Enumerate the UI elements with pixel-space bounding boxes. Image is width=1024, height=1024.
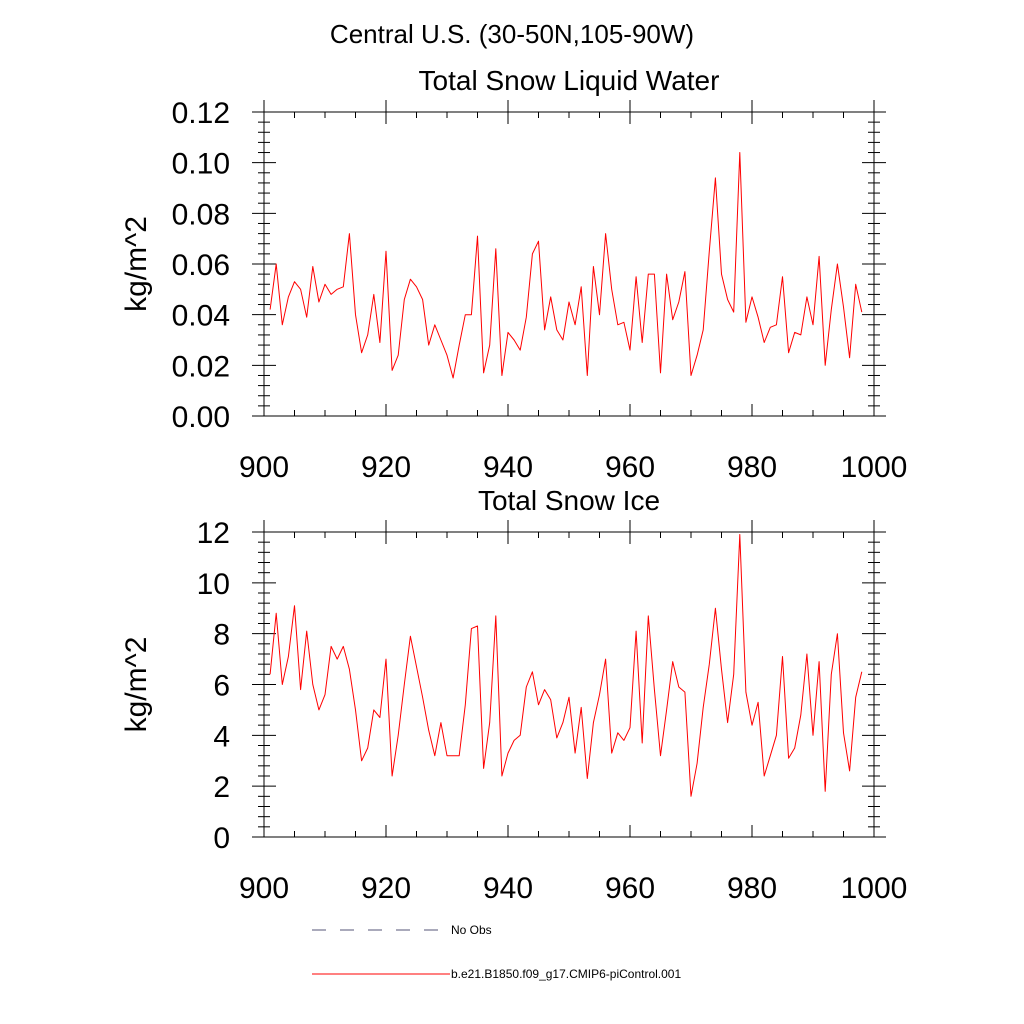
legend-label-no-obs: No Obs <box>451 923 492 937</box>
y-tick-label: 0.06 <box>172 249 230 282</box>
x-tick-label: 900 <box>239 872 289 905</box>
x-tick-label: 920 <box>361 451 411 484</box>
chart-title: Total Snow Liquid Water <box>419 65 720 96</box>
y-tick-label: 0.04 <box>172 300 230 333</box>
y-tick-label: 0.02 <box>172 350 230 383</box>
y-tick-label: 6 <box>213 670 230 703</box>
chart-title: Total Snow Ice <box>478 485 660 516</box>
y-tick-label: 4 <box>213 720 230 753</box>
series-line <box>269 152 863 379</box>
legend: No Obs b.e21.B1850.f09_g17.CMIP6-piContr… <box>312 923 681 981</box>
x-tick-label: 920 <box>361 872 411 905</box>
y-tick-label: 8 <box>213 619 230 652</box>
x-tick-label: 1000 <box>841 872 908 905</box>
panel-snow-ice: Total Snow Ice 900 920 940 960 980 1000 0 2 4 6 8 10… <box>120 485 907 905</box>
x-tick-label: 980 <box>727 451 777 484</box>
y-tick-label: 0 <box>213 822 230 855</box>
x-tick-label: 940 <box>483 451 533 484</box>
x-tick-label: 940 <box>483 872 533 905</box>
y-tick-label: 0.08 <box>172 198 230 231</box>
y-tick-label: 2 <box>213 771 230 804</box>
y-tick-label: 0.00 <box>172 401 230 434</box>
plot-frame <box>263 531 875 838</box>
x-tick-label: 980 <box>727 872 777 905</box>
panel-snow-liquid-water: Total Snow Liquid Water 900 920 940 960 980 10… <box>120 65 907 484</box>
plot-frame <box>263 111 875 417</box>
y-tick-label: 0.12 <box>172 97 230 130</box>
x-tick-label: 960 <box>605 451 655 484</box>
main-title: Central U.S. (30-50N,105-90W) <box>330 19 694 49</box>
y-tick-label: 12 <box>197 517 230 550</box>
legend-label-model: b.e21.B1850.f09_g17.CMIP6-piControl.001 <box>451 967 681 981</box>
series-line <box>269 534 863 797</box>
y-tick-label: 10 <box>197 568 230 601</box>
y-axis-label: kg/m^2 <box>120 216 153 312</box>
y-axis-label: kg/m^2 <box>120 637 153 733</box>
x-tick-label: 1000 <box>841 451 908 484</box>
y-tick-label: 0.10 <box>172 148 230 181</box>
x-tick-label: 960 <box>605 872 655 905</box>
x-tick-label: 900 <box>239 451 289 484</box>
